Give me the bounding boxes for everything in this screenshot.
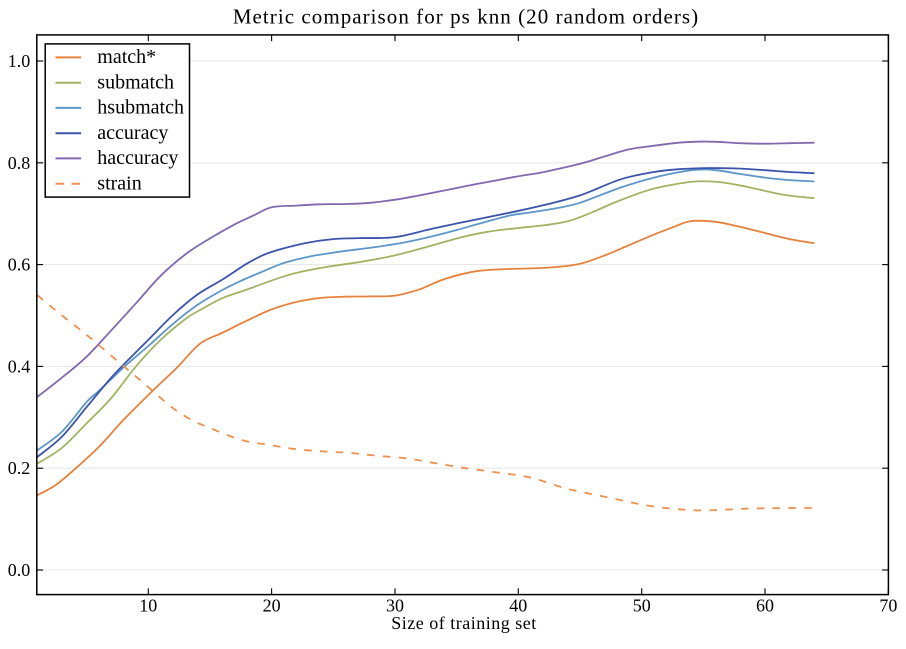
svg-text:submatch: submatch — [97, 71, 174, 93]
svg-text:match*: match* — [97, 46, 156, 68]
svg-text:30: 30 — [386, 596, 404, 616]
svg-text:0.2: 0.2 — [8, 458, 31, 478]
svg-text:50: 50 — [633, 596, 651, 616]
svg-text:accuracy: accuracy — [97, 122, 168, 144]
svg-text:0.0: 0.0 — [8, 560, 31, 580]
svg-text:Size of training set: Size of training set — [391, 613, 536, 633]
svg-text:0.6: 0.6 — [8, 255, 31, 275]
svg-text:hsubmatch: hsubmatch — [97, 97, 184, 119]
svg-text:0.8: 0.8 — [8, 153, 31, 173]
svg-text:40: 40 — [509, 596, 527, 616]
svg-text:haccuracy: haccuracy — [97, 147, 178, 169]
svg-text:20: 20 — [263, 596, 281, 616]
svg-text:10: 10 — [139, 596, 157, 616]
svg-text:70: 70 — [879, 596, 897, 616]
svg-text:strain: strain — [97, 172, 141, 194]
svg-text:0.4: 0.4 — [8, 356, 31, 376]
svg-text:60: 60 — [756, 596, 774, 616]
svg-text:Metric comparison for ps knn (: Metric comparison for ps knn (20 random … — [233, 5, 699, 29]
svg-text:1.0: 1.0 — [8, 51, 31, 71]
